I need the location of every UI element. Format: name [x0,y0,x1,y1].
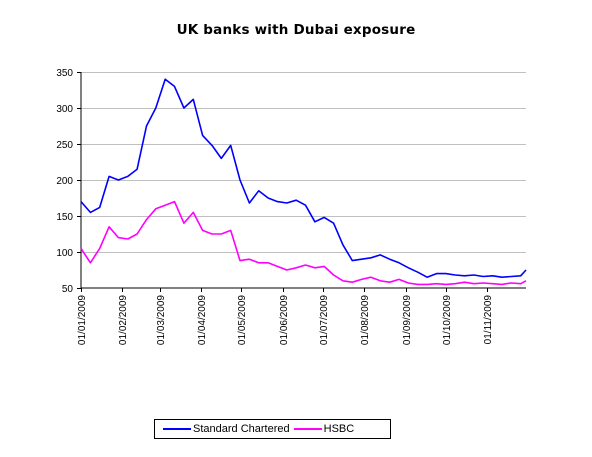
y-tick-label: 50 [62,284,74,295]
y-tick-label: 300 [56,104,73,115]
legend-swatch-hsbc [293,428,322,430]
x-tick-label: 01/09/2009 [402,295,413,345]
legend-item-standard-chartered: Standard Chartered [163,423,290,435]
x-tick-label: 01/02/2009 [118,295,129,345]
legend-swatch-standard-chartered [163,428,191,430]
x-tick-label: 01/03/2009 [156,295,167,345]
legend-label-hsbc: HSBC [323,423,355,435]
y-tick-labels: 50 100 150 200 250 300 350 [56,68,81,295]
x-tick-label: 01/11/2009 [483,295,494,345]
chart-title: UK banks with Dubai exposure [176,22,416,38]
chart-legend: Standard Chartered HSBC [154,419,391,439]
legend-item-hsbc: HSBC [293,423,355,435]
y-tick-label: 100 [56,248,73,259]
x-tick-label: 01/08/2009 [360,295,371,345]
legend-label-standard-chartered: Standard Chartered [193,423,290,435]
series-lines [80,78,527,286]
y-tick-label: 250 [56,140,73,151]
x-tick-label: 01/10/2009 [442,295,453,345]
x-tick-label: 01/06/2009 [279,295,290,345]
x-tick-label: 01/04/2009 [197,295,208,345]
series-line-hsbc [80,200,527,286]
x-tick-label: 01/07/2009 [319,295,330,345]
y-tick-label: 350 [56,68,73,79]
y-tick-label: 200 [56,176,73,187]
x-tick-labels: 01/01/2009 01/02/2009 01/03/2009 01/04/2009… [77,288,494,345]
x-tick-label: 01/01/2009 [77,295,88,345]
x-tick-label: 01/05/2009 [237,295,248,345]
y-tick-label: 150 [56,212,73,223]
series-line-standard-chartered [80,78,527,279]
gridlines [81,72,526,253]
